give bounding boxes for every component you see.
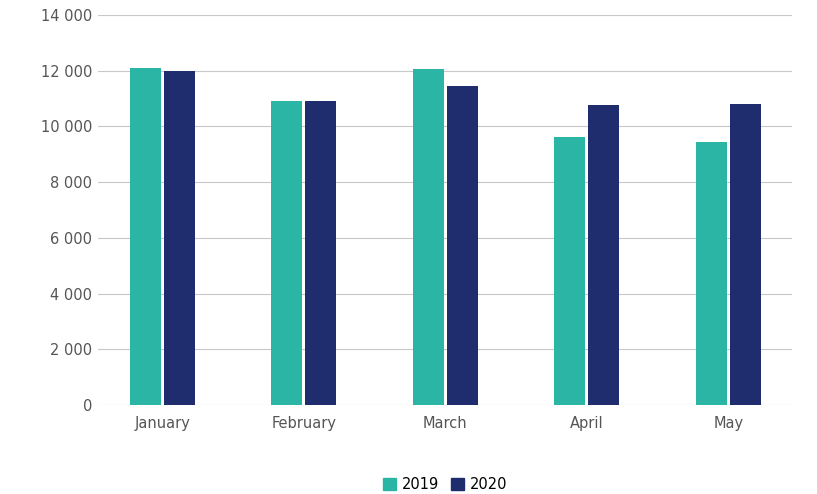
Bar	[305, 101, 337, 405]
Bar	[271, 101, 302, 405]
Bar	[130, 68, 161, 405]
Bar	[163, 71, 194, 405]
Bar	[696, 142, 727, 405]
Bar	[447, 86, 478, 405]
Bar	[413, 69, 444, 405]
Bar	[730, 104, 761, 405]
Bar	[588, 105, 619, 405]
Bar	[554, 137, 586, 405]
Legend: 2019, 2020: 2019, 2020	[377, 471, 513, 494]
